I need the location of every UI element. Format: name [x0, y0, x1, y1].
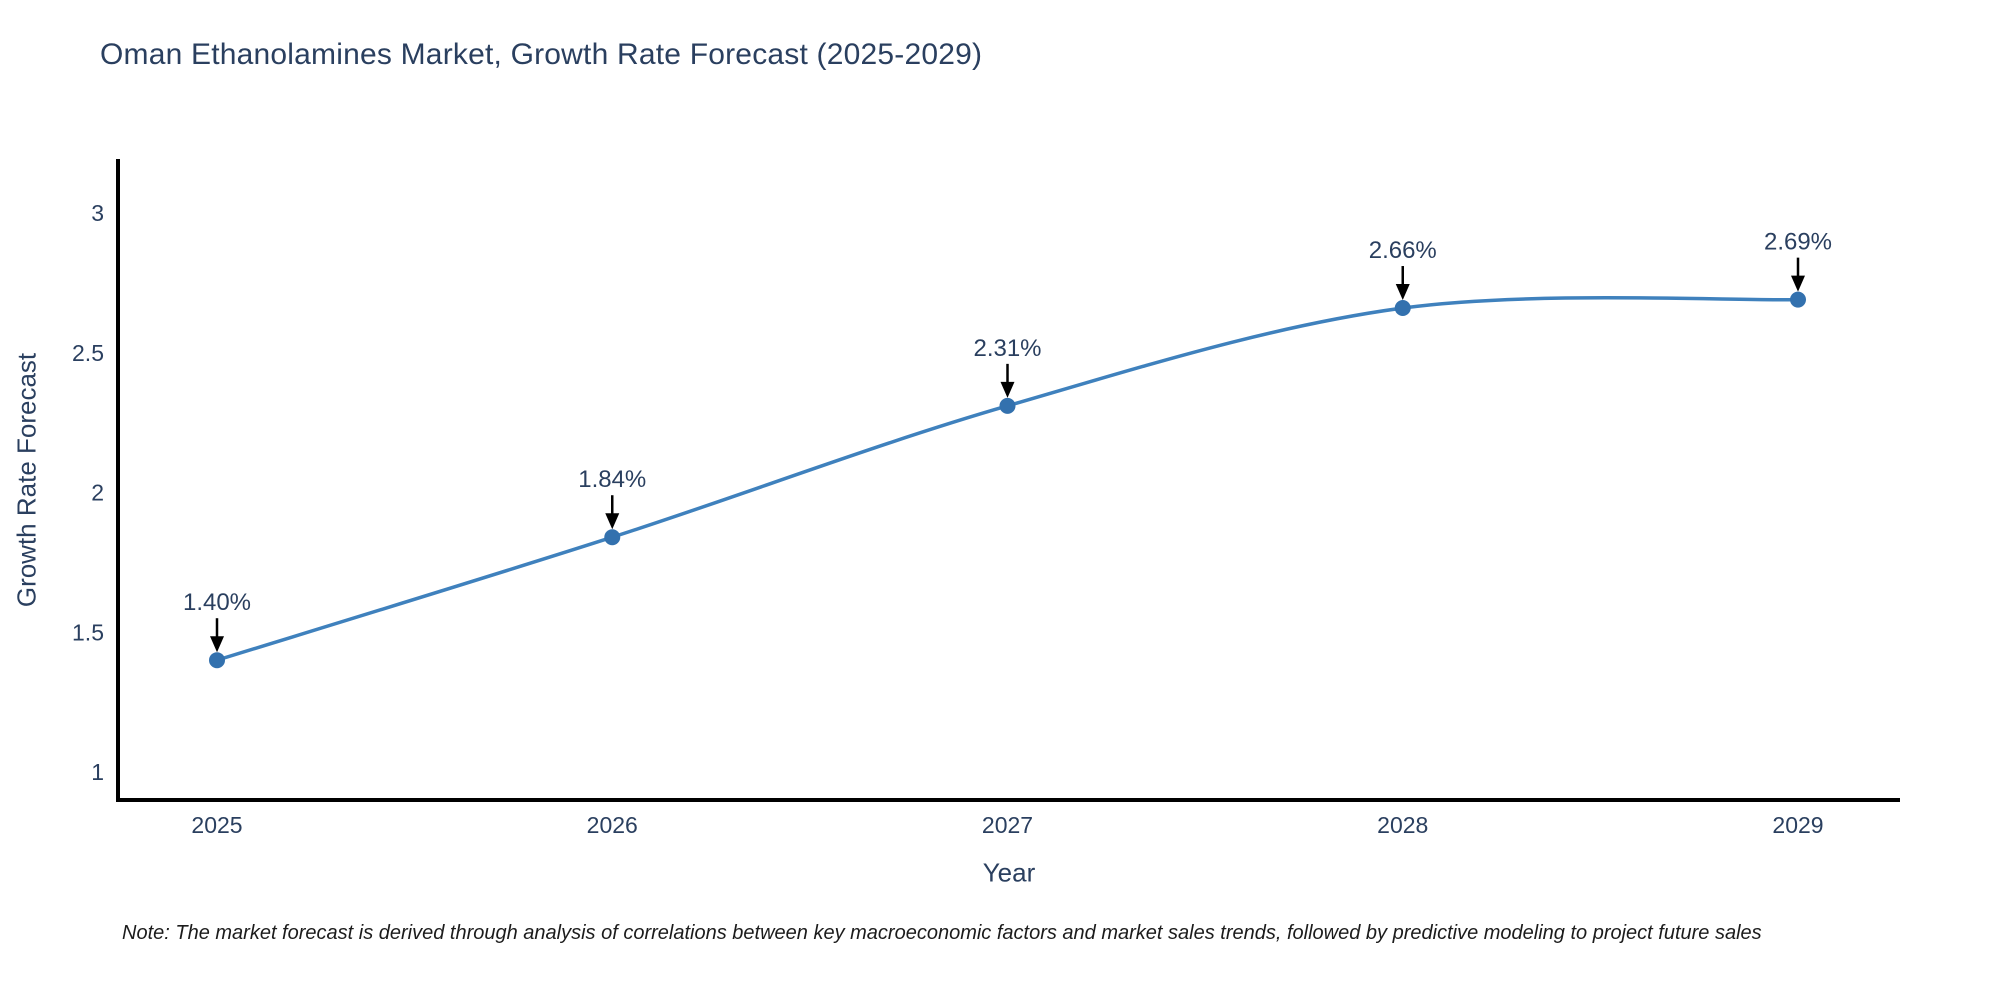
- data-point-label: 2.66%: [1369, 237, 1437, 264]
- annotation-arrowhead-icon: [1395, 284, 1410, 301]
- x-tick-label: 2027: [982, 812, 1033, 838]
- x-tick-label: 2025: [191, 812, 242, 838]
- y-tick-label: 3: [91, 200, 104, 226]
- data-point-marker[interactable]: [209, 652, 225, 669]
- y-tick-label: 2.5: [72, 340, 104, 366]
- annotation-arrowhead-icon: [605, 513, 620, 530]
- data-point-marker[interactable]: [999, 397, 1016, 414]
- annotation-arrowhead-icon: [1000, 381, 1015, 398]
- data-point-marker[interactable]: [1790, 291, 1806, 308]
- x-tick-label: 2026: [587, 812, 638, 838]
- y-tick-label: 1: [91, 759, 104, 785]
- x-tick-label: 2029: [1772, 812, 1823, 838]
- x-tick-label: 2028: [1377, 812, 1428, 838]
- data-point-label: 2.31%: [973, 335, 1041, 362]
- annotation-arrowhead-icon: [210, 636, 224, 653]
- data-point-label: 1.84%: [578, 466, 646, 493]
- data-point-marker[interactable]: [604, 529, 621, 546]
- annotation-arrowhead-icon: [1791, 275, 1805, 292]
- y-axis-title: Growth Rate Forecast: [11, 352, 42, 608]
- data-point-label: 2.69%: [1764, 229, 1832, 256]
- y-tick-label: 2: [91, 480, 104, 506]
- y-tick-label: 1.5: [72, 619, 104, 645]
- x-axis-title: Year: [982, 857, 1036, 888]
- footnote: Note: The market forecast is derived thr…: [122, 922, 1762, 944]
- data-point-label: 1.40%: [183, 589, 251, 616]
- data-point-marker[interactable]: [1394, 300, 1411, 317]
- chart-title: Oman Ethanolamines Market, Growth Rate F…: [100, 38, 983, 71]
